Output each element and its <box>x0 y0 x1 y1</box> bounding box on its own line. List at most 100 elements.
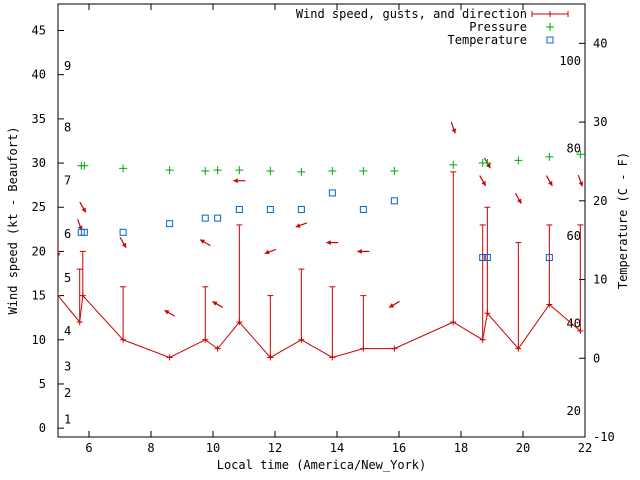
wind-speed-point <box>391 345 398 352</box>
wind-direction-arrow <box>295 222 308 228</box>
temperature-point <box>483 254 491 262</box>
legend-marker-temperature <box>546 36 554 44</box>
beaufort-label: 4 <box>64 324 71 338</box>
wind-speed-point <box>166 354 173 361</box>
x-tick-label: 6 <box>85 441 92 455</box>
wind-direction-arrow <box>514 192 522 204</box>
axes: 6 8 10 12 14 16 18 20 22051015202530354045-10010… <box>32 4 615 455</box>
pressure-point <box>266 167 275 176</box>
pressure-point <box>449 160 458 169</box>
wind-speed-point <box>298 336 305 343</box>
wind-speed-point <box>329 354 336 361</box>
pressure-point <box>201 167 210 176</box>
pressure-point <box>165 166 174 175</box>
y-right-tick-label: -10 <box>593 430 615 444</box>
temperature-point <box>166 220 174 228</box>
x-tick-label: 22 <box>578 441 592 455</box>
pressure-point <box>213 166 222 175</box>
y-right-tick-label: 0 <box>593 351 600 365</box>
pressure-point <box>545 152 554 161</box>
pressure-point <box>328 167 337 176</box>
wind-speed-point <box>76 319 83 326</box>
temperature-point <box>119 228 127 236</box>
wind-direction-arrow <box>357 249 370 254</box>
wind-direction-arrow <box>199 239 211 247</box>
fahrenheit-label: 100 <box>559 54 581 68</box>
y-right-tick-label: 30 <box>593 115 607 129</box>
wind-speed-point <box>58 292 61 299</box>
beaufort-label: 2 <box>64 386 71 400</box>
wind-speed-point <box>479 336 486 343</box>
temperature-point <box>201 214 209 222</box>
temperature-point <box>214 214 222 222</box>
x-tick-label: 16 <box>392 441 406 455</box>
wind-direction-arrow <box>577 174 584 187</box>
temperature-point <box>479 254 487 262</box>
wind-speed-point <box>450 319 457 326</box>
wind-speed-point <box>546 301 553 308</box>
x-tick-label: 18 <box>454 441 468 455</box>
wind-series <box>58 121 584 361</box>
wind-direction-arrow <box>388 300 400 308</box>
wind-direction-arrow <box>326 240 339 245</box>
wind-direction-arrow <box>450 121 457 134</box>
y-right-tick-label: 40 <box>593 36 607 50</box>
y-left-tick-label: 15 <box>32 289 46 303</box>
fahrenheit-label: 80 <box>567 141 581 155</box>
beaufort-label: 1 <box>64 412 71 426</box>
wind-direction-arrow <box>79 201 87 213</box>
wind-speed-line <box>58 294 581 359</box>
wind-direction-arrow <box>164 309 176 317</box>
wind-speed-point <box>79 292 86 299</box>
y-right-tick-label: 10 <box>593 273 607 287</box>
wind-speed-point <box>202 336 209 343</box>
beaufort-label: 5 <box>64 271 71 285</box>
pressure-point <box>483 159 492 168</box>
beaufort-label: 8 <box>64 121 71 135</box>
y-axis-right-label: Temperature (C - F) <box>616 152 630 289</box>
y-left-tick-label: 10 <box>32 333 46 347</box>
x-tick-label: 12 <box>268 441 282 455</box>
pressure-point <box>80 161 89 170</box>
beaufort-label: 7 <box>64 174 71 188</box>
wind-direction-arrow <box>264 248 277 255</box>
wind-speed-point <box>267 354 274 361</box>
wind-speed-point <box>120 336 127 343</box>
x-tick-label: 20 <box>516 441 530 455</box>
y-left-tick-label: 0 <box>39 421 46 435</box>
fahrenheit-label: 60 <box>567 229 581 243</box>
pressure-point <box>359 167 368 176</box>
x-tick-label: 14 <box>330 441 344 455</box>
legend-marker-wind <box>531 11 569 17</box>
temperature-point <box>266 205 274 213</box>
pressure-point <box>119 164 128 173</box>
beaufort-label: 9 <box>64 59 71 73</box>
plot-border <box>57 3 586 438</box>
wind-speed-point <box>360 345 367 352</box>
pressure-point <box>235 166 244 175</box>
y-left-tick-label: 20 <box>32 244 46 258</box>
temperature-point <box>297 205 305 213</box>
legend-label: Wind speed, gusts, and direction <box>296 7 527 21</box>
y-left-tick-label: 40 <box>32 68 46 82</box>
y-axis-left-label: Wind speed (kt - Beaufort) <box>6 127 20 315</box>
wind-direction-arrow <box>545 175 553 187</box>
y-left-tick-label: 35 <box>32 112 46 126</box>
y-left-tick-label: 25 <box>32 200 46 214</box>
temperature-point <box>545 254 553 262</box>
temperature-point <box>390 197 398 205</box>
temperature-point <box>80 228 88 236</box>
y-left-tick-label: 45 <box>32 24 46 38</box>
series <box>58 121 585 361</box>
fahrenheit-label: 40 <box>567 316 581 330</box>
y-left-tick-label: 30 <box>32 156 46 170</box>
plot-area <box>57 3 586 438</box>
y-left-tick-label: 5 <box>39 377 46 391</box>
temperature-point <box>235 205 243 213</box>
fahrenheit-label: 20 <box>567 404 581 418</box>
wind-speed-point <box>214 345 221 352</box>
wind-direction-arrow <box>58 245 61 258</box>
wind-direction-arrow <box>212 300 224 308</box>
wind-speed-point <box>484 310 491 317</box>
